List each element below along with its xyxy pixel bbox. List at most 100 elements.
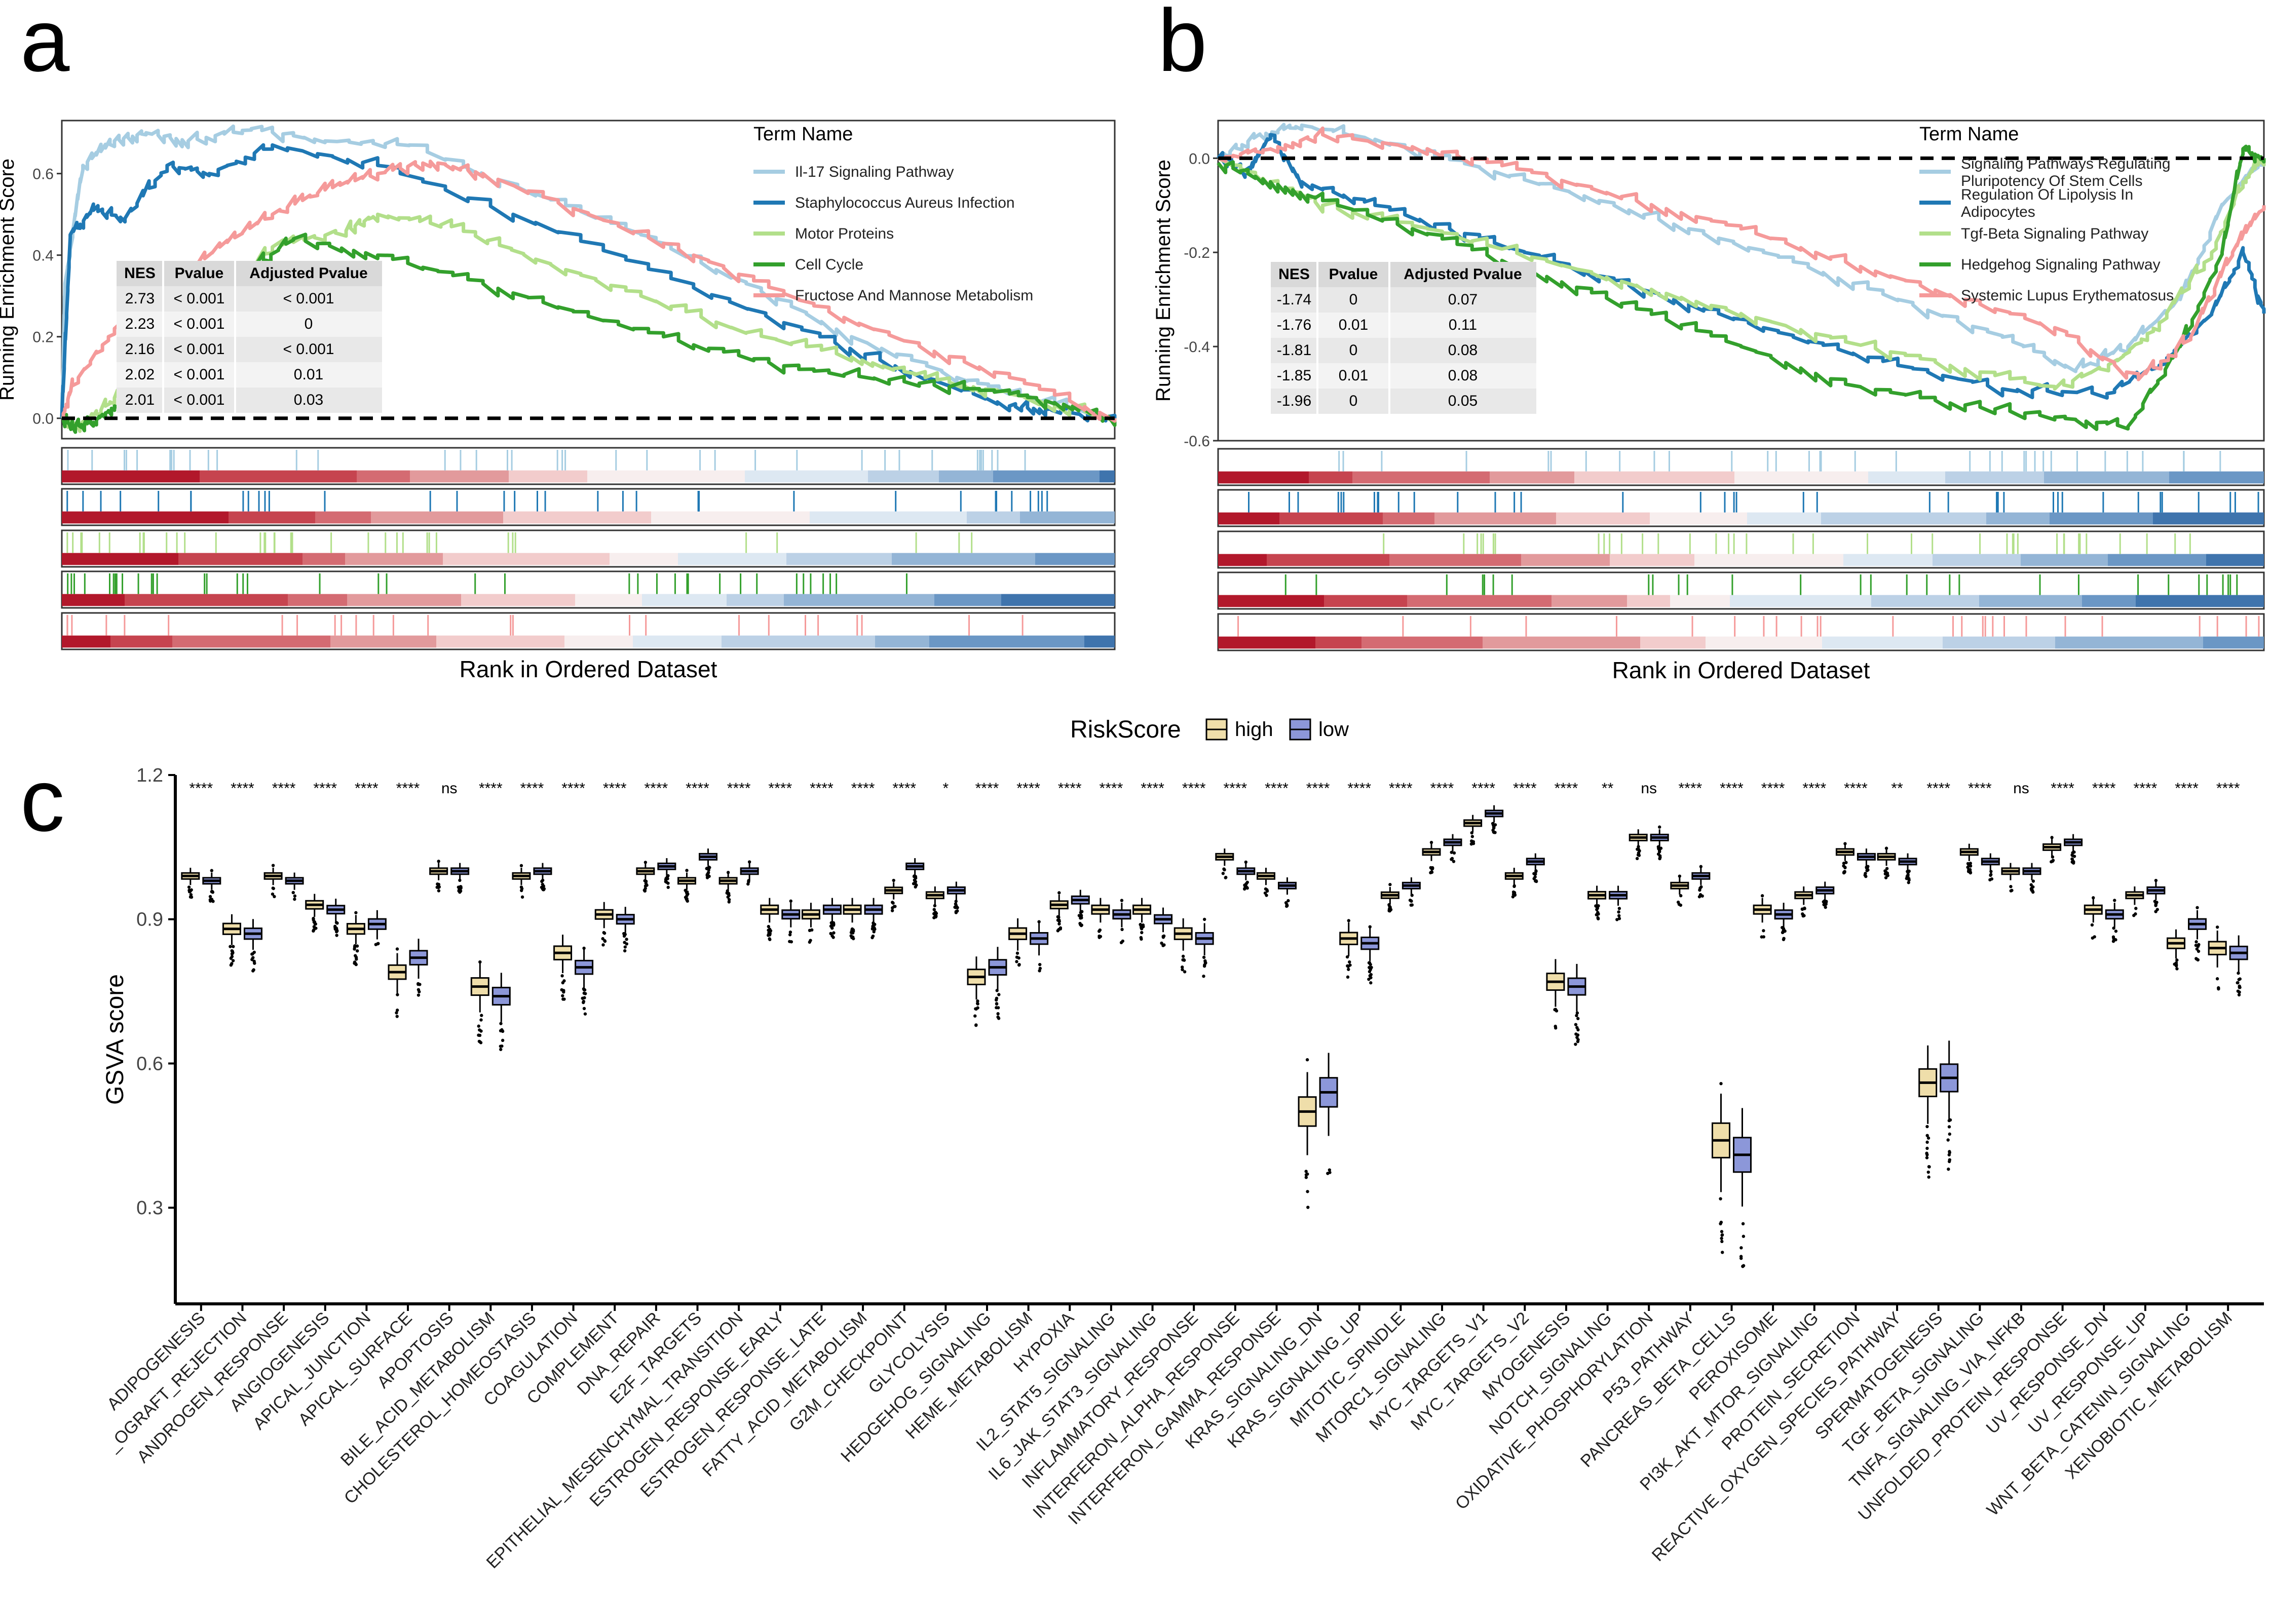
rank-gradient-segment [1001, 594, 1115, 606]
outlier-point [582, 1007, 586, 1011]
x-axis-label: Rank in Ordered Dataset [460, 656, 717, 682]
outlier-point [437, 860, 440, 863]
y-tick-label: 0.6 [136, 1053, 163, 1074]
outlier-point [1947, 1153, 1951, 1156]
outlier-point [643, 889, 647, 893]
rank-gradient-segment [2082, 595, 2136, 607]
stats-table-cell: < 0.001 [174, 366, 225, 383]
outlier-point [1907, 881, 1910, 884]
outlier-point [582, 946, 586, 950]
significance-label: **** [1347, 780, 1371, 797]
outlier-point [395, 1009, 399, 1012]
outlier-point [1947, 1167, 1950, 1171]
outlier-point [1245, 880, 1249, 884]
legend-label-5: Systemic Lupus Erythematosus [1961, 287, 2174, 304]
rank-gradient-segment [1610, 554, 1694, 566]
outlier-point [1741, 1264, 1745, 1268]
outlier-point [2029, 883, 2033, 886]
rank-gradient-segment [62, 553, 178, 565]
rank-gradient-segment [1407, 595, 1551, 607]
outlier-point [831, 923, 836, 927]
outlier-point [1927, 1175, 1931, 1179]
outlier-point [727, 892, 731, 896]
outlier-point [1842, 864, 1845, 868]
outlier-point [707, 868, 710, 872]
outlier-point [251, 956, 255, 959]
rank-gradient-segment [172, 635, 330, 648]
outlier-point [873, 927, 876, 931]
outlier-point [457, 889, 461, 893]
outlier-point [995, 989, 999, 992]
rank-gradient-segment [642, 594, 727, 606]
stats-table-cell: < 0.001 [283, 290, 334, 307]
significance-label: **** [1389, 780, 1413, 797]
outlier-point [747, 880, 750, 884]
outlier-point [231, 949, 234, 953]
outlier-point [1679, 894, 1683, 898]
outlier-point [1221, 872, 1225, 875]
stats-table-cell: 2.01 [125, 392, 155, 408]
rank-gradient-segment [610, 553, 678, 565]
outlier-point [1635, 857, 1639, 861]
outlier-point [395, 947, 399, 951]
significance-label: **** [975, 780, 999, 797]
outlier-point [1617, 907, 1621, 910]
outlier-point [229, 945, 232, 948]
significance-label: **** [1141, 780, 1164, 797]
significance-label: ns [441, 780, 458, 797]
outlier-point [830, 934, 834, 938]
outlier-point [2132, 914, 2136, 917]
outlier-point [788, 940, 791, 943]
outlier-point [1699, 885, 1703, 889]
significance-label: **** [355, 780, 378, 797]
outlier-point [1181, 968, 1184, 972]
rank-gradient-segment [1267, 554, 1389, 566]
outlier-point [954, 910, 958, 913]
outlier-point [2236, 981, 2239, 985]
outlier-point [187, 888, 191, 892]
outlier-point [974, 1007, 977, 1011]
outlier-point [1989, 870, 1993, 873]
outlier-point [1947, 1119, 1951, 1123]
outlier-point [1576, 1017, 1580, 1020]
stats-table-cell: 0 [1349, 393, 1358, 409]
outlier-point [1742, 1234, 1746, 1238]
outlier-point [932, 908, 936, 911]
rank-gradient-segment [1279, 512, 1383, 525]
rank-gradient-segment [461, 594, 575, 606]
rank-gradient-segment [2169, 471, 2264, 484]
outlier-point [271, 892, 275, 896]
y-tick-label: 0.2 [32, 329, 54, 346]
stats-table-cell: 0.03 [294, 392, 323, 408]
y-tick-label: 0.0 [1189, 150, 1210, 167]
outlier-point [1533, 872, 1537, 876]
rank-gradient-segment [288, 594, 347, 606]
outlier-point [1037, 920, 1041, 923]
outlier-point [1038, 969, 1041, 973]
outlier-point [2154, 878, 2158, 882]
outlier-point [1369, 968, 1372, 972]
outlier-point [271, 864, 275, 867]
series-line-2 [60, 143, 1117, 423]
outlier-point [1574, 1023, 1578, 1026]
outlier-point [2154, 910, 2158, 913]
outlier-point [582, 999, 586, 1003]
rank-gradient-segment [62, 511, 229, 524]
outlier-point [478, 1028, 481, 1032]
outlier-point [1328, 1168, 1332, 1172]
stats-table-row [1271, 338, 1536, 363]
outlier-point [355, 949, 359, 953]
outlier-point [1968, 868, 1972, 871]
significance-label: **** [1430, 780, 1454, 797]
outlier-point [2050, 860, 2053, 864]
outlier-point [665, 875, 669, 878]
significance-label: **** [1306, 780, 1330, 797]
outlier-point [251, 952, 254, 956]
significance-label: **** [2051, 780, 2074, 797]
outlier-point [1741, 1222, 1745, 1226]
outlier-point [1969, 871, 1973, 874]
rank-gradient-segment [1747, 512, 1821, 525]
outlier-point [1058, 926, 1063, 930]
outlier-point [1017, 956, 1020, 960]
outlier-point [1925, 1140, 1929, 1144]
